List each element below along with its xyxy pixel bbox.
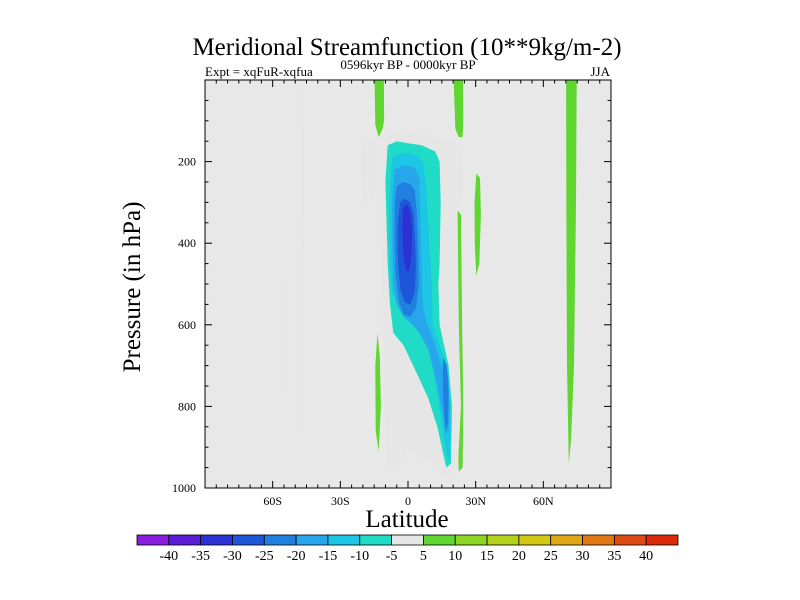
y-axis: 200 400 600 800 1000 xyxy=(172,79,611,495)
colorbar-box xyxy=(295,534,329,546)
contour-nh-subtropic-positive-upper xyxy=(474,173,481,276)
colorbar-box xyxy=(486,534,520,546)
x-tick-label: 0 xyxy=(405,494,411,508)
colorbar-label: -10 xyxy=(350,549,369,564)
colorbar-box xyxy=(550,534,583,546)
colorbar-label: 15 xyxy=(480,549,494,564)
x-tick-label: 30S xyxy=(331,494,350,508)
x-tick-label: 30N xyxy=(465,494,486,508)
colorbar-box xyxy=(454,534,488,546)
colorbar-label: -35 xyxy=(191,549,210,564)
colorbar-box xyxy=(200,534,233,546)
colorbar-label: 40 xyxy=(639,549,653,564)
colorbar-label: 35 xyxy=(607,549,621,564)
colorbar-box xyxy=(136,534,170,546)
y-tick-label: 800 xyxy=(178,399,196,413)
colorbar-label: -30 xyxy=(223,549,242,564)
y-tick-label: 200 xyxy=(178,155,196,169)
x-tick-label: 60S xyxy=(263,494,282,508)
contour-upper-trop-negative-west xyxy=(360,139,379,203)
x-axis: 60S 30S 0 30N 60N xyxy=(204,80,612,508)
colorbar-box xyxy=(168,534,202,546)
season-label: JJA xyxy=(590,64,610,79)
colorbar-label: -15 xyxy=(319,549,338,564)
colorbar-box xyxy=(391,534,424,546)
contour-sh-polar-negative-sliver xyxy=(285,271,288,403)
colorbar-label: 25 xyxy=(544,549,558,564)
y-tick-label: 600 xyxy=(178,318,196,332)
y-tick-label: 1000 xyxy=(172,481,196,495)
colorbar-box xyxy=(613,534,647,546)
colorbar-box xyxy=(423,534,456,546)
x-tick-label: 60N xyxy=(533,494,554,508)
colorbar-box xyxy=(582,534,615,546)
x-axis-label: Latitude xyxy=(365,506,448,533)
colorbar-label: -20 xyxy=(287,549,306,564)
contour-core-level-35 xyxy=(402,204,413,272)
colorbar: -40 -35 -30 -25 -20 -15 -10 -5 5 10 15 20 25 30 35 40 xyxy=(136,534,679,564)
colorbar-box xyxy=(518,534,552,546)
colorbar-box xyxy=(645,534,679,546)
colorbar-label: 5 xyxy=(420,549,427,564)
colorbar-label: -25 xyxy=(255,549,274,564)
contour-nh-mid-lat-positive-band xyxy=(566,80,577,464)
y-axis-label: Pressure (in hPa) xyxy=(119,202,146,373)
contour-lower-trop-positive-west xyxy=(375,333,381,452)
colorbar-label: 10 xyxy=(448,549,462,564)
colorbar-box xyxy=(327,534,361,546)
experiment-label: Expt = xqFuR-xqfua xyxy=(205,64,313,79)
colorbar-box xyxy=(263,534,297,546)
plot-area xyxy=(204,79,612,489)
contour-sh-high-lat-thin-negative xyxy=(301,80,304,439)
contour-eq-upper-positive-east xyxy=(453,80,464,138)
colorbar-box xyxy=(232,534,265,546)
colorbar-label: -40 xyxy=(159,549,178,564)
y-tick-label: 400 xyxy=(178,236,196,250)
colorbar-box xyxy=(359,534,392,546)
contour-eq-upper-positive-west xyxy=(374,80,385,138)
colorbar-label: 20 xyxy=(512,549,526,564)
chart-title: Meridional Streamfunction (10**9kg/m-2) xyxy=(192,34,621,61)
colorbar-label: -5 xyxy=(386,549,398,564)
period-label: 0596kyr BP - 0000kyr BP xyxy=(340,57,475,72)
contour-core-level-25-lower xyxy=(443,357,449,431)
colorbar-label: 30 xyxy=(576,549,590,564)
